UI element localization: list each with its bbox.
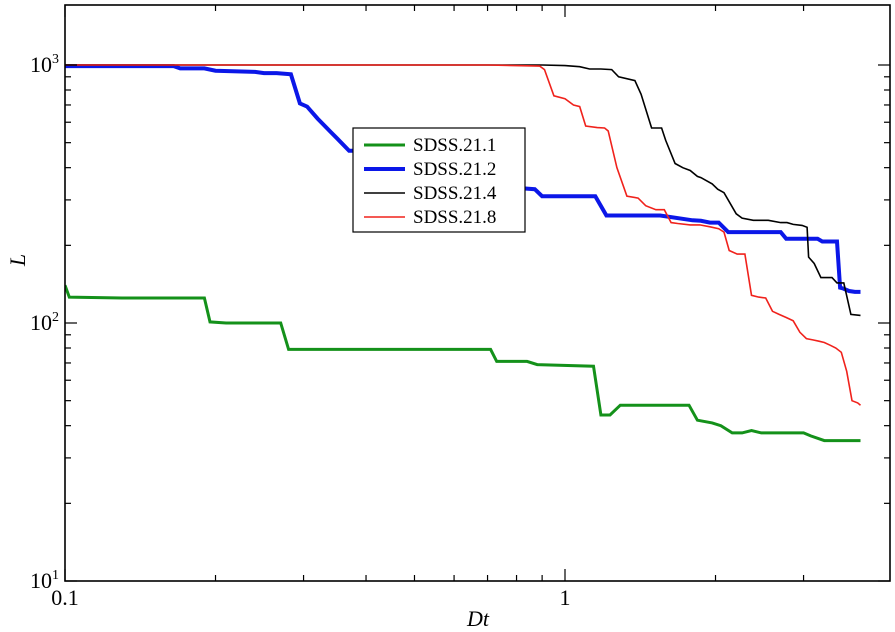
legend-label-2: SDSS.21.2: [413, 159, 496, 180]
y-tick-labels: 101 102 103: [30, 52, 59, 593]
plot-frame: [64, 4, 891, 582]
legend-label-3: SDSS.21.4: [413, 183, 497, 204]
series-layer: [65, 64, 862, 443]
x-axis-label: Dt: [466, 606, 490, 631]
y-tick-label: 101: [30, 568, 59, 593]
x-tick-labels: 0.1 1: [51, 585, 570, 610]
series-line-4: [65, 64, 862, 406]
y-tick-label: 102: [30, 310, 59, 335]
series-line-3: [65, 64, 861, 317]
x-tick-label: 0.1: [51, 585, 79, 610]
legend: SDSS.21.1 SDSS.21.2 SDSS.21.4 SDSS.21.8: [352, 127, 526, 233]
legend-label-4: SDSS.21.8: [413, 207, 496, 228]
legend-label-1: SDSS.21.1: [413, 135, 496, 156]
y-tick-label: 103: [30, 52, 59, 77]
y-axis-label: L: [5, 254, 30, 267]
series-line-1: [65, 284, 861, 443]
x-tick-label: 1: [560, 585, 571, 610]
axis-ticks: [64, 5, 890, 582]
series-line-2: [65, 64, 861, 294]
